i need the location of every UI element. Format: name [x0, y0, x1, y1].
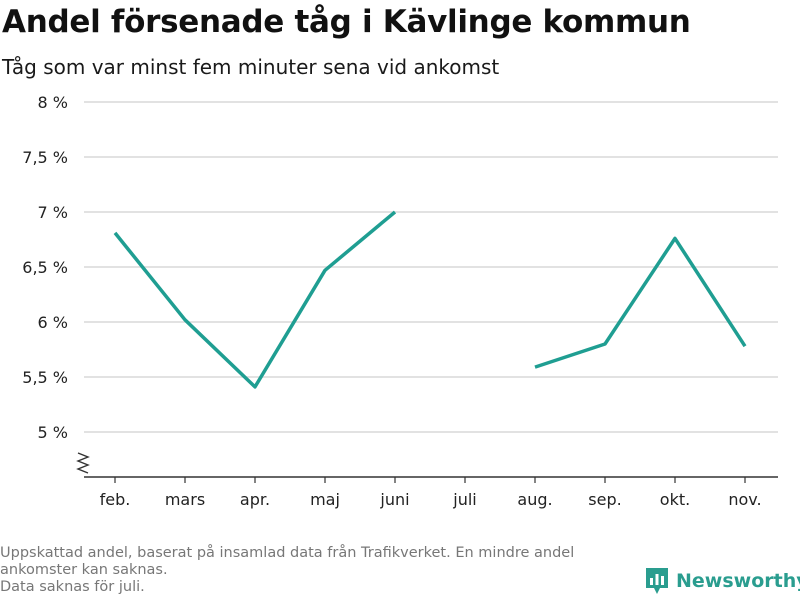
x-tick-label: feb.: [100, 490, 131, 509]
x-axis-tick-labels: feb. mars apr. maj juni juli aug. sep. okt. nov.: [100, 477, 762, 509]
newsworthy-logo-icon: [646, 568, 668, 594]
x-tick-label: aug.: [517, 490, 552, 509]
x-tick-label: okt.: [660, 490, 690, 509]
x-tick-label: mars: [165, 490, 205, 509]
y-tick-label: 8 %: [38, 93, 68, 112]
x-tick-label: maj: [310, 490, 340, 509]
footnote-line-2: ankomster kan saknas.: [0, 562, 168, 578]
y-tick-label: 6 %: [38, 313, 68, 332]
y-axis-tick-labels: 5 % 5,5 % 6 % 6,5 % 7 % 7,5 % 8 %: [22, 93, 68, 442]
footnote-line-3: Data saknas för juli.: [0, 579, 145, 595]
line-chart: 5 % 5,5 % 6 % 6,5 % 7 % 7,5 % 8 % feb. mars apr.…: [22, 93, 778, 509]
y-tick-label: 6,5 %: [22, 258, 68, 277]
y-tick-label: 7,5 %: [22, 148, 68, 167]
series-line-segment: [113, 210, 397, 389]
footnote: Uppskattad andel, baserat på insamlad da…: [0, 545, 630, 596]
x-tick-label: nov.: [728, 490, 761, 509]
footnote-line-1: Uppskattad andel, baserat på insamlad da…: [0, 545, 575, 561]
y-tick-label: 5,5 %: [22, 368, 68, 387]
chart-subtitle: Tåg som var minst fem minuter sena vid a…: [2, 55, 500, 79]
x-tick-label: sep.: [588, 490, 621, 509]
brand-name: Newsworthy: [676, 570, 800, 592]
axis-break-mark: [76, 452, 90, 474]
x-tick-label: juli: [452, 490, 476, 509]
series-line-segment: [534, 236, 747, 369]
series-lines: [113, 210, 747, 389]
y-tick-label: 5 %: [38, 423, 68, 442]
brand-logo: Newsworthy: [644, 566, 800, 596]
gridlines: [84, 101, 778, 433]
x-tick-label: apr.: [240, 490, 270, 509]
chart-title: Andel försenade tåg i Kävlinge kommun: [2, 4, 691, 40]
y-tick-label: 7 %: [38, 203, 68, 222]
x-tick-label: juni: [379, 490, 409, 509]
x-axis: [76, 452, 778, 478]
